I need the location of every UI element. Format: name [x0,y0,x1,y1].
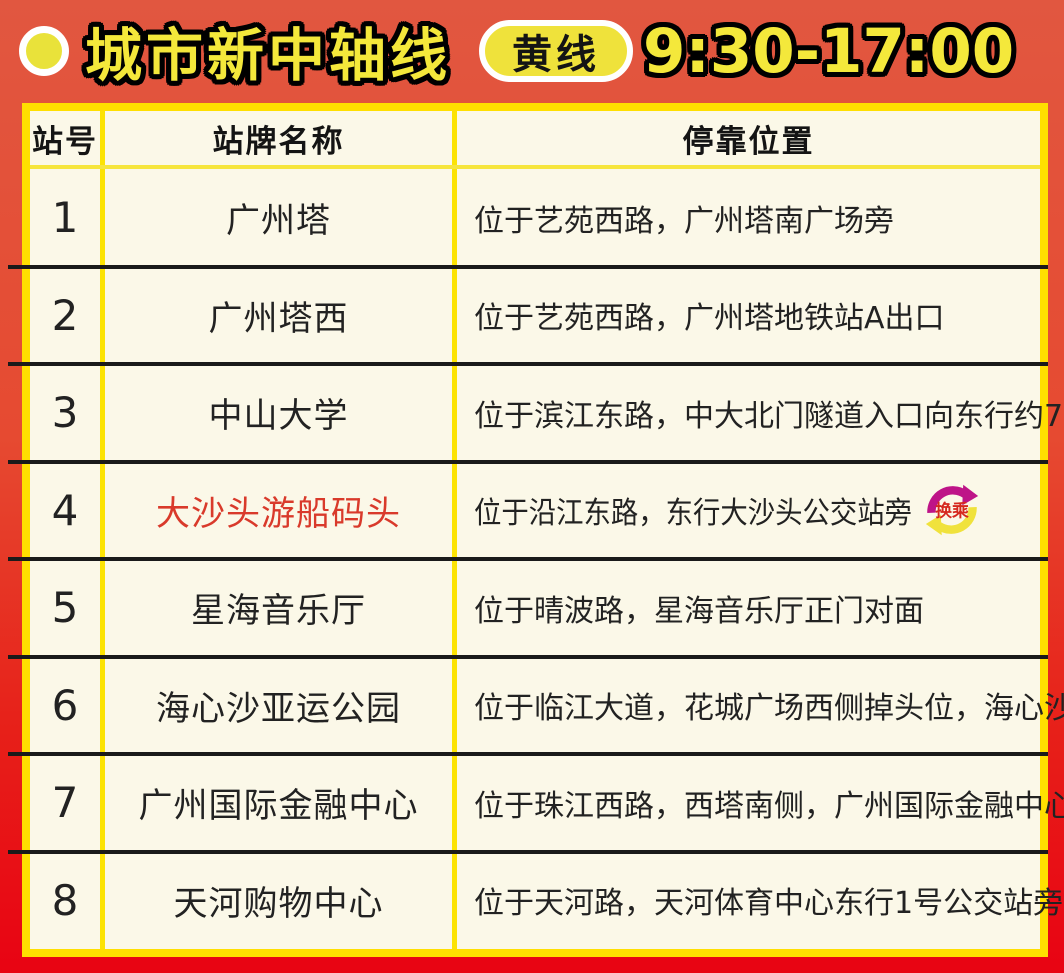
station-number: 2 [30,266,105,364]
stop-location-text: 位于沿江东路，东行大沙头公交站旁 [474,496,912,532]
station-name: 中山大学 [105,364,457,462]
table-row: 7 广州国际金融中心 位于珠江西路，西塔南侧，广州国际金融中心公交站旁 换乘 [8,754,1064,853]
transfer-icon: 换乘 [925,485,979,536]
stop-location-text: 位于临江大道，花城广场西侧掉头位，海心沙亚运公园对开路段 [474,691,1064,727]
stop-location: 位于艺苑西路，广州塔南广场旁 换乘 [457,169,1040,267]
station-number: 3 [30,364,105,462]
stop-location: 位于沿江东路，东行大沙头公交站旁 换乘 [457,462,1040,560]
service-hours: 9:30-17:00 [643,15,1015,87]
stop-location: 位于滨江东路，中大北门隧道入口向东行约70米 换乘 [457,364,1064,462]
line-badge: 黄线 [479,20,633,82]
stop-location-text: 位于珠江西路，西塔南侧，广州国际金融中心公交站旁 [474,788,1064,824]
svg-text:换乘: 换乘 [935,501,969,521]
stop-location: 位于晴波路，星海音乐厅正门对面 换乘 [457,559,1040,657]
line-title: 城市新中轴线 [85,23,451,89]
route-table: 站号 站牌名称 停靠位置 1 广州塔 位于艺苑西路，广州塔南广场旁 换乘 2 广… [8,103,1064,957]
station-name: 星海音乐厅 [105,559,457,657]
stop-location-text: 位于滨江东路，中大北门隧道入口向东行约70米 [474,398,1064,434]
stop-location: 位于临江大道，花城广场西侧掉头位，海心沙亚运公园对开路段 换乘 [457,657,1064,755]
station-number: 7 [30,754,105,852]
line-color-dot-icon [19,26,69,76]
station-name: 天河购物中心 [105,851,457,949]
station-number: 6 [30,656,105,754]
stop-location-text: 位于天河路，天河体育中心东行1号公交站旁 [474,886,1064,922]
stop-location-text: 位于艺苑西路，广州塔地铁站A出口 [474,301,945,337]
station-name: 广州国际金融中心 [105,754,457,852]
column-header-station-name: 站牌名称 [105,111,457,165]
station-name: 大沙头游船码头 [105,461,457,559]
table-row: 8 天河购物中心 位于天河路，天河体育中心东行1号公交站旁 换乘 [30,851,1063,949]
table-row: 4 大沙头游船码头 位于沿江东路，东行大沙头公交站旁 换乘 [8,461,1048,561]
table-header-row: 站号 站牌名称 停靠位置 [30,111,1040,169]
station-number: 4 [30,461,105,559]
table-row: 5 星海音乐厅 位于晴波路，星海音乐厅正门对面 换乘 [8,559,1048,658]
column-header-station-number: 站号 [30,111,105,165]
table-row: 3 中山大学 位于滨江东路，中大北门隧道入口向东行约70米 换乘 [8,364,1064,463]
station-name: 广州塔西 [105,266,457,364]
stop-location-text: 位于艺苑西路，广州塔南广场旁 [474,203,894,239]
column-header-stop-location: 停靠位置 [682,123,815,160]
table-row: 1 广州塔 位于艺苑西路，广州塔南广场旁 换乘 [8,169,1048,268]
station-name: 海心沙亚运公园 [105,656,457,754]
stop-location: 位于珠江西路，西塔南侧，广州国际金融中心公交站旁 换乘 [457,754,1064,852]
stop-location: 位于天河路，天河体育中心东行1号公交站旁 换乘 [457,852,1064,950]
station-number: 5 [30,559,105,657]
station-number: 8 [30,851,105,949]
stop-location: 位于艺苑西路，广州塔地铁站A出口 换乘 [457,267,1040,365]
poster-header: 城市新中轴线 黄线 9:30-17:00 [0,0,1064,102]
stop-location-text: 位于晴波路，星海音乐厅正门对面 [474,593,924,629]
station-number: 1 [30,169,105,267]
station-name: 广州塔 [105,169,457,267]
table-row: 2 广州塔西 位于艺苑西路，广州塔地铁站A出口 换乘 [8,266,1048,366]
table-row: 6 海心沙亚运公园 位于临江大道，花城广场西侧掉头位，海心沙亚运公园对开路段 换… [8,656,1064,756]
